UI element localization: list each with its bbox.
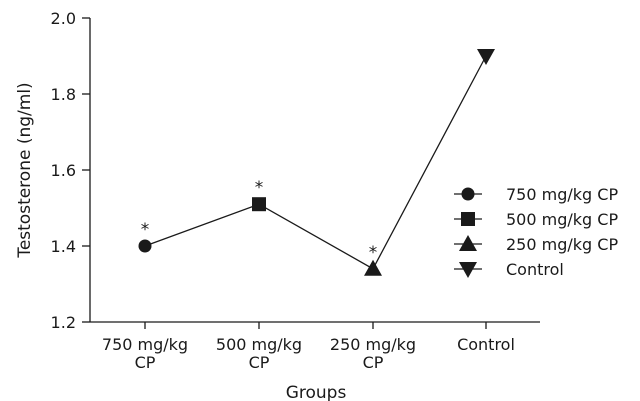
legend-marker-circle <box>461 187 475 201</box>
axes <box>89 18 540 323</box>
legend-item: 250 mg/kg CP <box>454 235 618 254</box>
x-tick-label: Control <box>457 335 515 354</box>
data-point-circle <box>138 239 152 253</box>
x-tick-label: 250 mg/kg <box>330 335 416 354</box>
data-point-triangle-up <box>364 259 382 276</box>
legend-marker-triangle-down <box>459 262 477 278</box>
legend-label: Control <box>506 260 564 279</box>
legend-marker-square <box>461 212 475 226</box>
x-tick-label: CP <box>363 353 384 372</box>
legend-label: 750 mg/kg CP <box>506 185 618 204</box>
x-axis-title: Groups <box>286 383 347 401</box>
legend-marker-triangle-up <box>459 235 477 251</box>
series-line <box>144 55 487 270</box>
x-tick-label: CP <box>249 353 270 372</box>
legend: 750 mg/kg CP 500 mg/kg CP 250 mg/kg CP Cont… <box>454 185 618 279</box>
y-tick-label: 1.8 <box>51 85 76 104</box>
legend-item: 500 mg/kg CP <box>454 210 618 229</box>
y-axis-title: Testosterone (ng/ml) <box>15 82 35 258</box>
x-tick-label: CP <box>135 353 156 372</box>
legend-label: 500 mg/kg CP <box>506 210 618 229</box>
y-tick-label: 2.0 <box>51 9 76 28</box>
legend-item: 750 mg/kg CP <box>454 185 618 204</box>
data-series: * * * <box>138 49 495 276</box>
legend-label: 250 mg/kg CP <box>506 235 618 254</box>
x-tick-label: 500 mg/kg <box>216 335 302 354</box>
significance-star: * <box>141 220 150 240</box>
significance-star: * <box>255 178 264 198</box>
x-tick-label: 750 mg/kg <box>102 335 188 354</box>
legend-item: Control <box>454 260 564 279</box>
y-tick-label: 1.6 <box>51 161 76 180</box>
y-tick-label: 1.4 <box>51 237 76 256</box>
data-point-triangle-down <box>477 49 495 65</box>
y-axis-ticks: 1.2 1.4 1.6 1.8 2.0 <box>51 9 90 332</box>
data-point-square <box>252 197 266 212</box>
significance-star: * <box>369 243 378 263</box>
y-tick-label: 1.2 <box>51 313 76 332</box>
